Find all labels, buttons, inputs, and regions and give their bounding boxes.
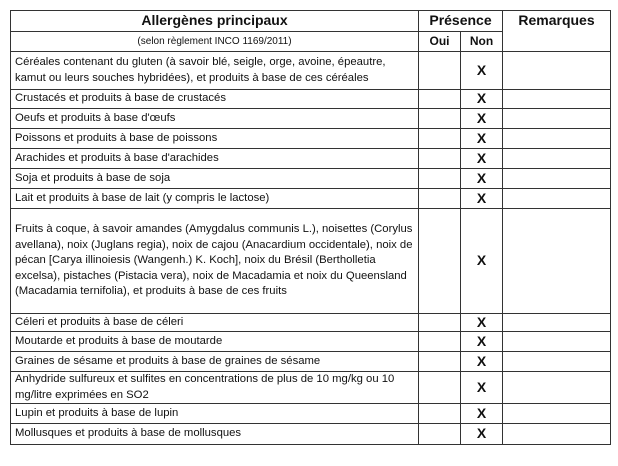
remarks-cell	[502, 351, 611, 372]
non-cell: X	[460, 423, 503, 445]
remarks-cell	[502, 371, 611, 404]
remarks-cell	[502, 313, 611, 332]
oui-cell	[418, 51, 461, 90]
table-row: Lait et produits à base de lait (y compr…	[10, 188, 611, 209]
remarks-cell	[502, 188, 611, 209]
oui-cell	[418, 313, 461, 332]
remarks-header: Remarques	[502, 10, 611, 52]
oui-cell	[418, 351, 461, 372]
table-row: Mollusques et produits à base de mollusq…	[10, 423, 611, 445]
table-row: Lupin et produits à base de lupin X	[10, 403, 611, 424]
allergen-label: Anhydride sulfureux et sulfites en conce…	[10, 371, 419, 404]
non-cell: X	[460, 148, 503, 169]
table-row: Céleri et produits à base de céleri X	[10, 313, 611, 332]
table-row: Soja et produits à base de soja X	[10, 168, 611, 189]
oui-cell	[418, 148, 461, 169]
yes-header: Oui	[418, 31, 461, 52]
allergen-label: Mollusques et produits à base de mollusq…	[10, 423, 419, 445]
table-row: Crustacés et produits à base de crustacé…	[10, 89, 611, 109]
table-row: Anhydride sulfureux et sulfites en conce…	[10, 371, 611, 404]
remarks-cell	[502, 51, 611, 90]
non-cell: X	[460, 51, 503, 90]
table-row: Oeufs et produits à base d'œufs X	[10, 108, 611, 129]
allergen-label: Crustacés et produits à base de crustacé…	[10, 89, 419, 109]
oui-cell	[418, 128, 461, 149]
non-cell: X	[460, 168, 503, 189]
non-cell: X	[460, 351, 503, 372]
table-row: Fruits à coque, à savoir amandes (Amygda…	[10, 208, 611, 314]
remarks-cell	[502, 208, 611, 314]
oui-cell	[418, 423, 461, 445]
no-header: Non	[460, 31, 503, 52]
non-cell: X	[460, 89, 503, 109]
allergen-label: Arachides et produits à base d'arachides	[10, 148, 419, 169]
table-row: Moutarde et produits à base de moutarde X	[10, 331, 611, 352]
allergen-label: Lait et produits à base de lait (y compr…	[10, 188, 419, 209]
remarks-cell	[502, 148, 611, 169]
allergen-label: Fruits à coque, à savoir amandes (Amygda…	[10, 208, 419, 314]
non-cell: X	[460, 313, 503, 332]
oui-cell	[418, 371, 461, 404]
non-cell: X	[460, 331, 503, 352]
remarks-cell	[502, 403, 611, 424]
non-cell: X	[460, 108, 503, 129]
allergen-label: Graines de sésame et produits à base de …	[10, 351, 419, 372]
allergen-label: Moutarde et produits à base de moutarde	[10, 331, 419, 352]
oui-cell	[418, 403, 461, 424]
non-cell: X	[460, 128, 503, 149]
allergen-label: Oeufs et produits à base d'œufs	[10, 108, 419, 129]
remarks-cell	[502, 331, 611, 352]
oui-cell	[418, 331, 461, 352]
table-row: Céréales contenant du gluten (à savoir b…	[10, 51, 611, 90]
presence-header: Présence	[418, 10, 503, 32]
non-cell: X	[460, 208, 503, 314]
remarks-cell	[502, 108, 611, 129]
non-cell: X	[460, 403, 503, 424]
allergen-label: Céréales contenant du gluten (à savoir b…	[10, 51, 419, 90]
remarks-cell	[502, 168, 611, 189]
table-row: Arachides et produits à base d'arachides…	[10, 148, 611, 169]
allergen-label: Céleri et produits à base de céleri	[10, 313, 419, 332]
allergen-label: Soja et produits à base de soja	[10, 168, 419, 189]
oui-cell	[418, 108, 461, 129]
oui-cell	[418, 208, 461, 314]
table-subtitle: (selon règlement INCO 1169/2011)	[10, 31, 419, 52]
non-cell: X	[460, 188, 503, 209]
table-title: Allergènes principaux	[10, 10, 419, 32]
oui-cell	[418, 89, 461, 109]
allergen-label: Lupin et produits à base de lupin	[10, 403, 419, 424]
remarks-cell	[502, 128, 611, 149]
table-row: Poissons et produits à base de poissons X	[10, 128, 611, 149]
remarks-cell	[502, 423, 611, 445]
non-cell: X	[460, 371, 503, 404]
allergen-table: Allergènes principaux Présence Remarques…	[10, 10, 611, 445]
remarks-cell	[502, 89, 611, 109]
oui-cell	[418, 168, 461, 189]
allergen-label: Poissons et produits à base de poissons	[10, 128, 419, 149]
oui-cell	[418, 188, 461, 209]
table-row: Graines de sésame et produits à base de …	[10, 351, 611, 372]
